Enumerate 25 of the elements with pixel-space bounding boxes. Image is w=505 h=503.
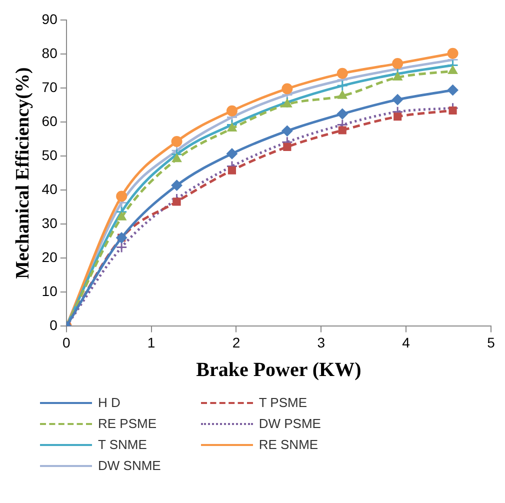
legend-label: RE PSME [98, 416, 157, 431]
legend-label: T PSME [258, 395, 308, 410]
x-tick-label: 1 [147, 334, 156, 350]
y-tick-label: 0 [50, 317, 58, 334]
y-tick-label: 90 [42, 10, 58, 27]
x-tick-label: 5 [487, 334, 496, 350]
x-axis-title: Brake Power (KW) [196, 359, 362, 382]
x-tick-label: 4 [402, 334, 410, 350]
y-tick-label: 70 [42, 78, 58, 95]
x-tick-label: 2 [232, 334, 240, 350]
legend-label: RE SNME [258, 437, 318, 452]
legend-label: H D [98, 395, 120, 410]
y-tick-label: 80 [42, 44, 58, 61]
y-tick-label: 30 [42, 214, 58, 231]
legend-label: DW SNME [98, 458, 161, 473]
legend-label: T SNME [98, 437, 147, 452]
y-tick-label: 10 [42, 283, 58, 300]
y-tick-label: 40 [42, 180, 58, 197]
y-tick-label: 50 [42, 146, 58, 163]
x-tick-label: 0 [62, 334, 70, 350]
legend-label: DW PSME [258, 416, 321, 431]
x-tick-label: 3 [317, 334, 326, 350]
y-axis-title: Mechanical Efficiency(%) [12, 67, 34, 279]
y-tick-label: 20 [42, 249, 58, 266]
y-tick-label: 60 [42, 112, 58, 129]
